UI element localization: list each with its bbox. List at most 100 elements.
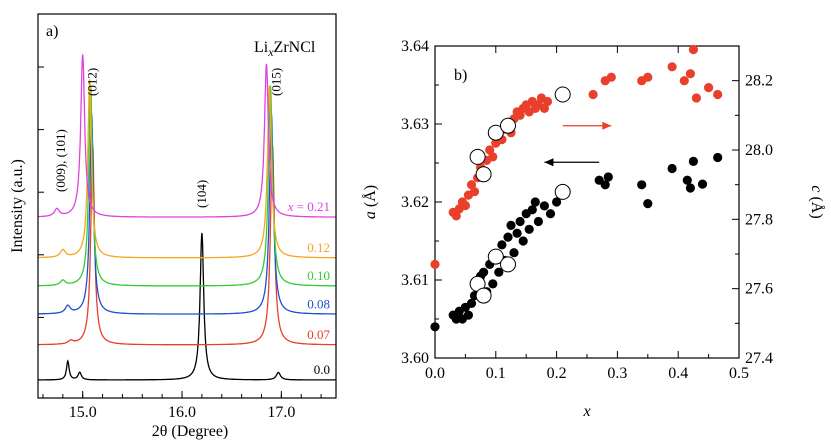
c-lattice-point [475,166,492,183]
a-lattice-point [488,279,498,289]
a-x-tick-label: 15.0 [69,404,97,421]
c-lattice-point [667,62,677,72]
peak-label-3: (015) [268,68,283,96]
panel-a-x-ticks: 15.0 16.0 17.0 [42,391,322,421]
a-lattice-point [688,156,699,166]
series-label-var: x [287,199,294,214]
a-lattice-point [697,179,708,189]
b-left-tick-label: 3.63 [401,116,429,133]
c-lattice-point [542,96,553,107]
a-lattice-point [487,248,504,265]
a-lattice-point [497,240,507,250]
b-x-tick-label: 0.2 [547,365,567,382]
c-lattice-point [460,200,470,211]
panel-b-right-y-ticks: 27.4 27.6 27.8 28.0 28.2 [732,45,773,367]
right-axis-var: c [808,185,825,192]
c-lattice-point [487,124,504,141]
compound-label: LixZrNCl [254,39,316,59]
panel-a-series-labels: 0.0 0.07 0.08 0.10 0.12 x = 0.21 [287,199,331,377]
b-right-tick-label: 28.2 [745,73,773,90]
a-lattice-point [603,172,613,182]
peak-label-2: (104) [194,180,209,208]
panel-b-left-y-ticks: 3.60 3.61 3.62 3.63 3.64 [401,38,442,367]
series-label-5: x = 0.21 [287,199,330,214]
c-lattice-point [554,86,571,103]
b-x-tick-label: 0.1 [486,365,506,382]
b-right-tick-label: 27.6 [745,281,773,298]
series-label-2: 0.08 [307,296,330,311]
c-lattice-point [469,148,486,165]
a-x-tick-label: 16.0 [168,404,196,421]
a-lattice-point [554,183,571,200]
series-label-4: 0.12 [307,240,330,255]
a-lattice-point [503,232,513,242]
compound-label-sub: x [267,45,274,59]
series-label-1: 0.07 [307,327,330,342]
a-lattice-point [533,216,544,227]
b-x-tick-label: 0.4 [668,365,688,382]
c-lattice-point [466,180,477,190]
a-lattice-point [466,298,477,308]
b-left-tick-label: 3.62 [401,194,429,211]
c-lattice-point [451,211,461,221]
panel-b: 0.0 0.1 0.2 0.3 0.4 0.5 3.603.613.623.633.64 … [361,38,826,420]
a-lattice-point [494,267,504,277]
a-lattice-point [527,205,537,215]
panel-a-peak-labels: (009), (101) (012) (104) (015) [53,68,284,208]
series-label-3: 0.10 [307,268,330,283]
axis-arrowhead-c [602,121,612,130]
a-lattice-point [667,163,677,174]
c-lattice-point [515,110,525,120]
c-lattice-point [643,72,653,82]
c-lattice-point [691,93,702,103]
c-lattice-point [488,152,498,162]
b-left-tick-label: 3.60 [401,350,429,367]
panel-a-y-axis-label: Intensity (a.u.) [9,159,26,253]
b-x-tick-label: 0.5 [729,365,749,382]
a-lattice-point [713,152,723,163]
a-lattice-point [518,236,528,246]
a-lattice-point [512,228,522,238]
a-lattice-point [545,209,556,219]
compound-label-rest: ZrNCl [274,39,316,56]
b-left-tick-label: 3.64 [401,38,429,55]
a-lattice-point [552,197,562,207]
panel-a-label: a) [46,23,58,40]
b-right-tick-label: 27.4 [745,350,773,367]
a-lattice-point [682,175,692,185]
left-axis-var: a [362,211,379,219]
c-lattice-point [588,89,598,100]
c-lattice-point [469,187,480,197]
a-lattice-point [600,180,610,190]
right-axis-unit: (Å) [808,196,826,218]
panel-b-x-axis-label: x [582,403,590,420]
b-right-tick-label: 27.8 [745,211,773,228]
xrd-curve-3 [38,85,336,287]
a-lattice-point [430,322,440,332]
a-lattice-point [643,199,653,209]
a-lattice-point [515,216,525,227]
c-lattice-point [430,259,440,269]
c-lattice-point [606,72,616,82]
panel-a: 0.0 0.07 0.08 0.10 0.12 x = 0.21 15.0 16.0 17.0… [9,13,337,440]
panel-b-left-axis-label: a (Å) [361,185,379,219]
panel-a-y-ticks [38,66,44,381]
a-lattice-point [509,248,519,258]
a-x-tick-label: 17.0 [267,404,295,421]
c-lattice-point [713,89,723,100]
c-lattice-point [704,83,714,93]
panel-a-frame [37,13,337,399]
peak-label-1: (012) [85,68,100,96]
panel-a-series [38,54,336,381]
panel-b-x-ticks: 0.0 0.1 0.2 0.3 0.4 0.5 [425,46,749,382]
xrd-curve-1 [38,144,336,346]
c-lattice-point [485,145,495,155]
a-lattice-point [479,267,489,277]
a-lattice-point [524,224,534,234]
panel-b-points [430,44,723,332]
panel-b-frame [434,45,740,359]
left-axis-unit: (Å) [361,185,379,207]
panel-b-arrows [544,121,612,167]
xrd-curve-0 [38,232,336,381]
